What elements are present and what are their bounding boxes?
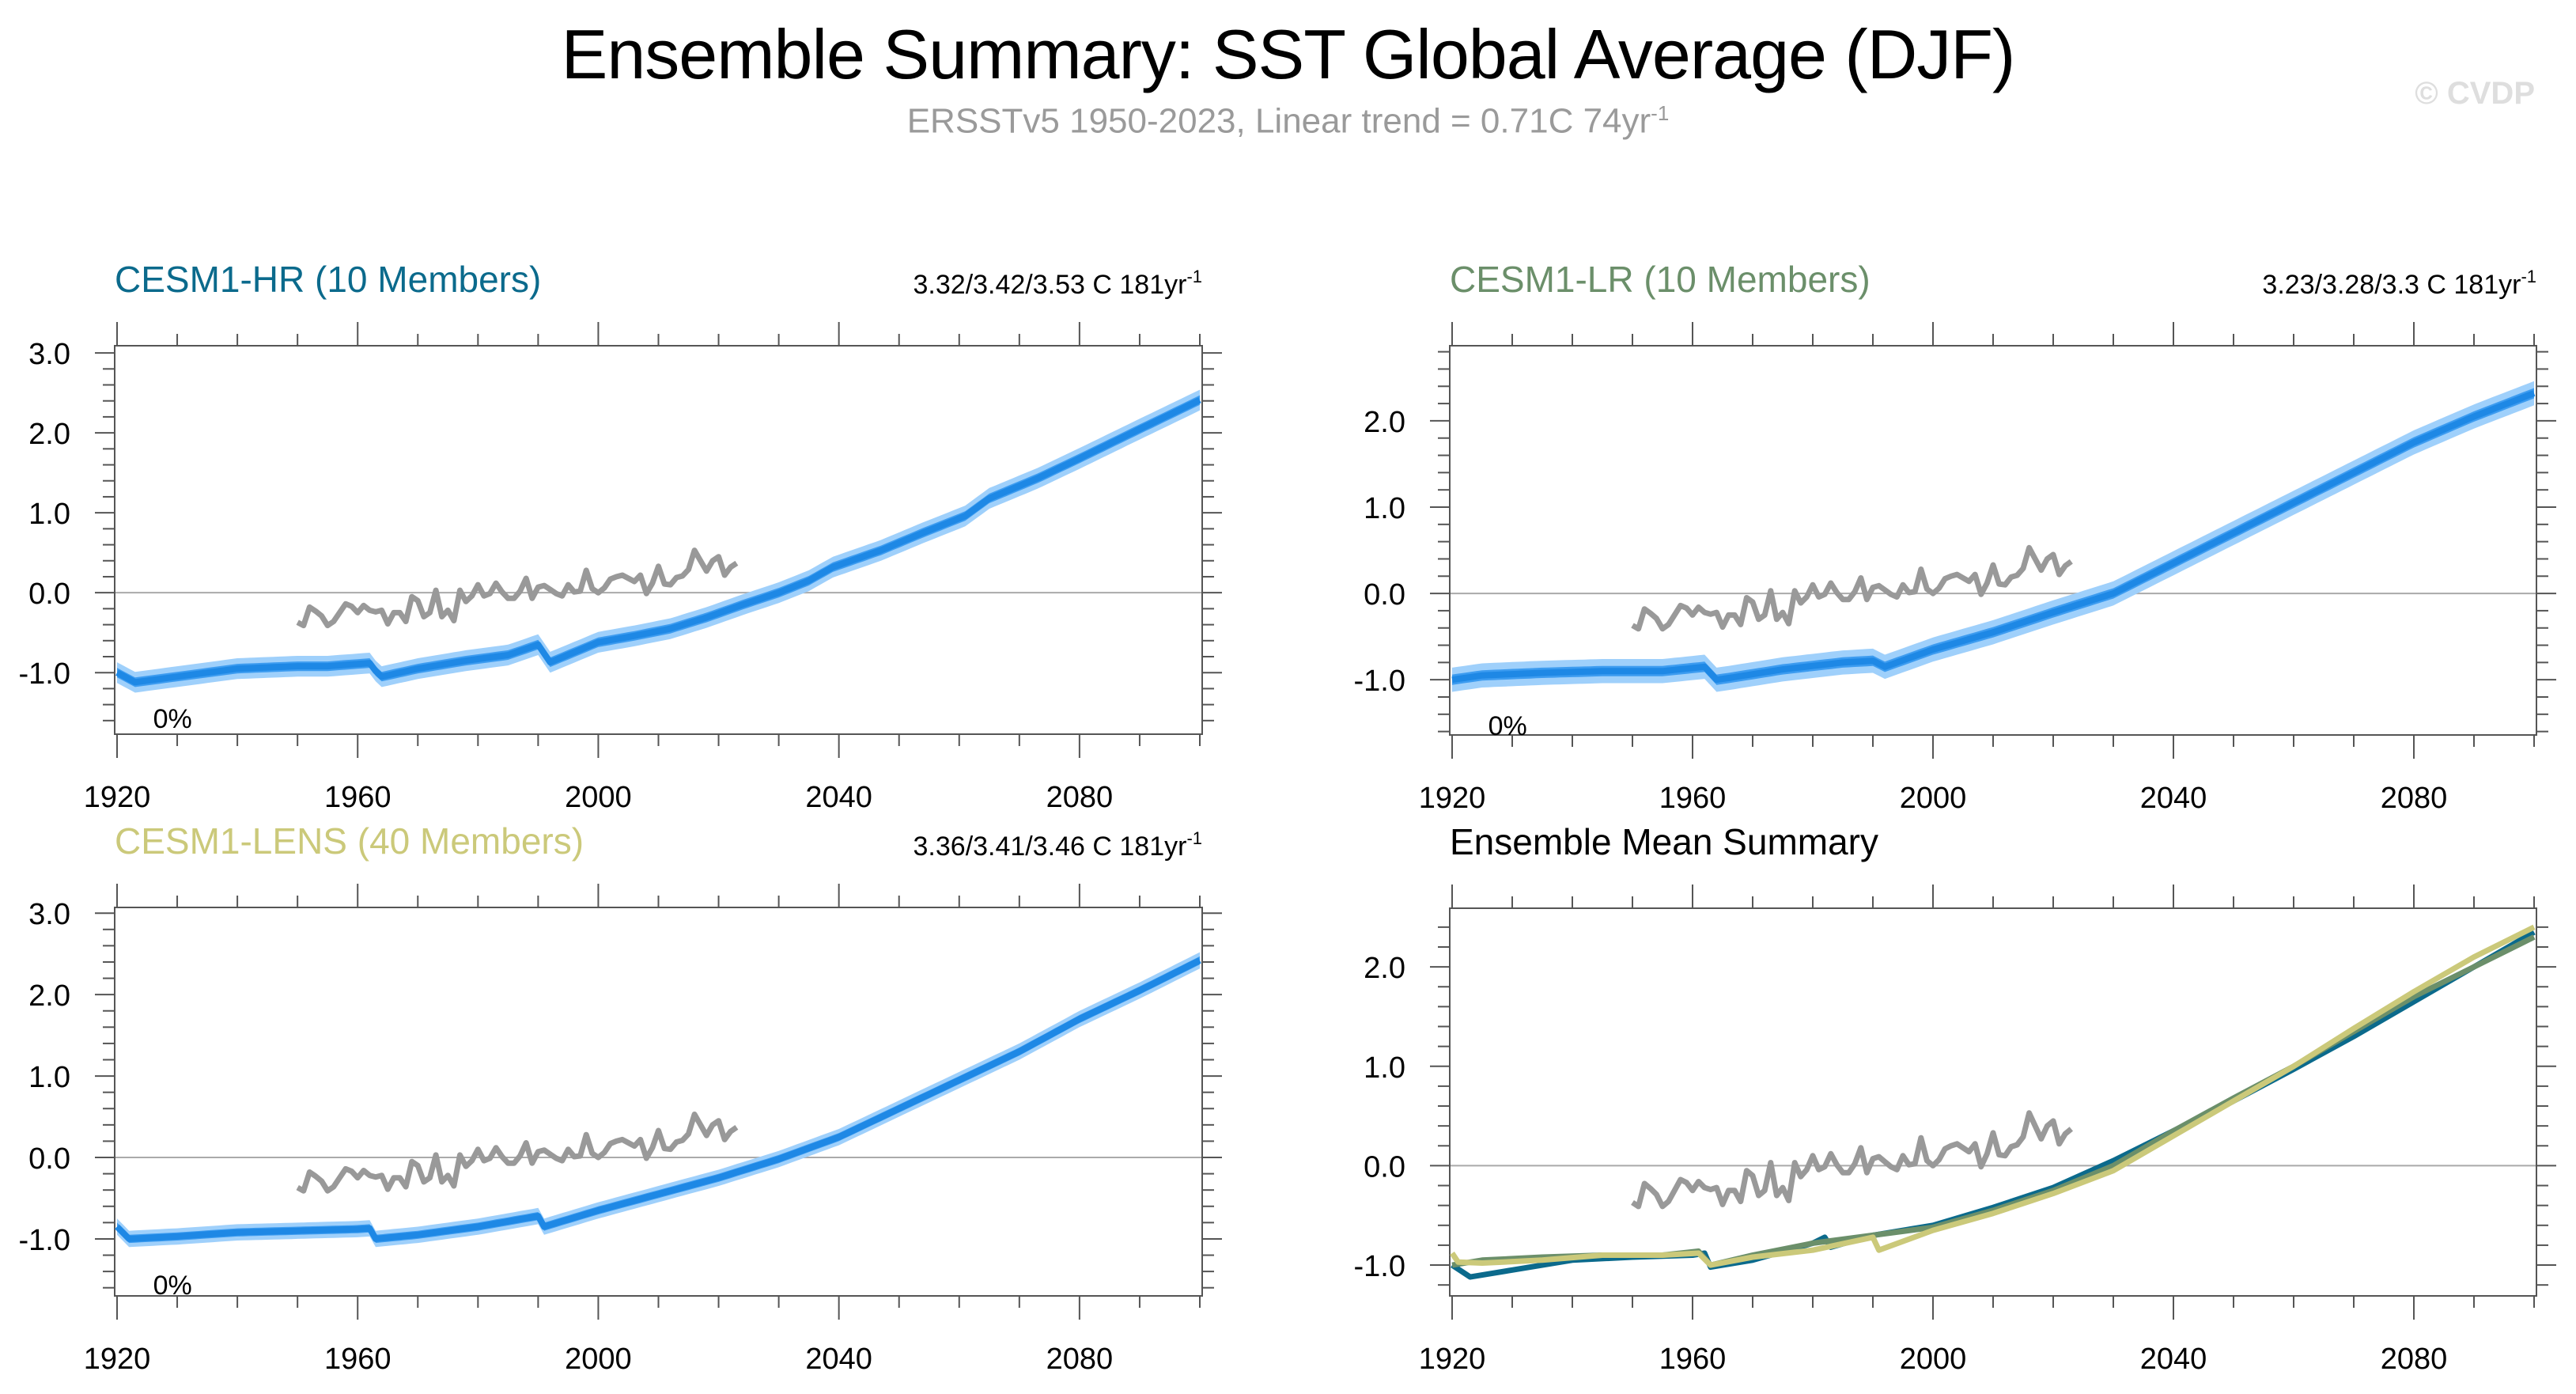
trend-annotation-superscript: -1 <box>1186 267 1202 286</box>
y-tick-label: 1.0 <box>28 498 70 531</box>
plot-frame <box>1449 907 2537 1297</box>
trend-annotation: 3.32/3.42/3.53 C 181yr-1 <box>914 267 1202 300</box>
observed-line <box>1631 544 2073 632</box>
panel-lr: CESM1-LR (10 Members) 3.23/3.28/3.3 C 181… <box>1354 259 2556 815</box>
ensemble-range-band <box>1452 381 2534 692</box>
observed-line <box>296 1112 739 1194</box>
percent-label: 0% <box>153 704 192 734</box>
y-tick-label: 3.0 <box>28 898 70 931</box>
subtitle-text: ERSSTv5 1950-2023, Linear trend = 0.71C … <box>906 101 1651 141</box>
panel-hr: CESM1-HR (10 Members) 3.32/3.42/3.53 C 18… <box>19 259 1222 814</box>
x-tick-label: 2040 <box>2140 782 2207 815</box>
x-tick-label: 2080 <box>1046 781 1114 814</box>
cvdp-watermark: © CVDP <box>2415 76 2535 111</box>
y-tick-label: 3.0 <box>28 338 70 371</box>
plot-frame <box>114 907 1203 1297</box>
y-tick-label: 2.0 <box>1364 952 1405 985</box>
observed-line <box>1631 1110 2074 1210</box>
ensemble-mean-line <box>115 397 1201 686</box>
y-tick-label: 2.0 <box>1364 406 1405 439</box>
subtitle-superscript: -1 <box>1651 101 1670 125</box>
panel-title: CESM1-HR (10 Members) <box>115 259 541 300</box>
ensemble-range-band <box>117 389 1200 693</box>
x-tick-label: 2080 <box>2381 1343 2448 1376</box>
x-tick-label: 2040 <box>2140 1343 2207 1376</box>
x-tick-label: 2080 <box>2381 782 2448 815</box>
trend-annotation-superscript: -1 <box>2521 267 2536 286</box>
ensemble-interquartile-band <box>117 395 1200 688</box>
figure-title: Ensemble Summary: SST Global Average (DJ… <box>561 15 2016 93</box>
x-tick-label: 2040 <box>805 781 872 814</box>
y-tick-label: 1.0 <box>1364 492 1405 525</box>
panel-lens: CESM1-LENS (40 Members) 3.36/3.41/3.46 C … <box>19 820 1222 1376</box>
plot-frame <box>1449 345 2537 736</box>
trend-annotation-text: 3.23/3.28/3.3 C 181yr <box>2262 270 2521 300</box>
x-tick-label: 2000 <box>1900 1343 1967 1376</box>
series-line-lens <box>1450 924 2536 1268</box>
ensemble-mean-line <box>115 957 1201 1242</box>
percent-label: 0% <box>153 1271 192 1301</box>
x-tick-label: 2080 <box>1046 1343 1114 1376</box>
x-tick-label: 2040 <box>805 1343 872 1376</box>
x-tick-label: 1920 <box>1419 782 1486 815</box>
trend-annotation: 3.36/3.41/3.46 C 181yr-1 <box>914 828 1202 862</box>
panel-title: Ensemble Mean Summary <box>1450 821 1878 862</box>
trend-annotation-superscript: -1 <box>1186 828 1202 848</box>
trend-annotation: 3.23/3.28/3.3 C 181yr-1 <box>2262 267 2536 300</box>
observed-line <box>296 547 739 629</box>
panel-title: CESM1-LENS (40 Members) <box>115 820 584 862</box>
ensemble-range-band <box>117 952 1200 1248</box>
x-tick-label: 1960 <box>1659 1343 1727 1376</box>
y-tick-label: -1.0 <box>19 1224 70 1257</box>
y-tick-label: -1.0 <box>19 657 70 691</box>
y-tick-label: 2.0 <box>28 979 70 1013</box>
x-tick-label: 1920 <box>84 1343 151 1376</box>
y-tick-label: 0.0 <box>28 578 70 611</box>
panel-summary: Ensemble Mean Summary 1920 1960 2000 2040 208… <box>1354 821 2556 1376</box>
percent-label: 0% <box>1488 711 1527 741</box>
x-tick-label: 2000 <box>1900 782 1967 815</box>
x-tick-label: 1960 <box>324 781 392 814</box>
y-tick-label: 0.0 <box>28 1142 70 1176</box>
trend-annotation-text: 3.32/3.42/3.53 C 181yr <box>914 270 1187 300</box>
panel-title: CESM1-LR (10 Members) <box>1450 259 1871 300</box>
y-tick-label: 1.0 <box>28 1061 70 1094</box>
y-tick-label: -1.0 <box>1354 1250 1405 1283</box>
x-tick-label: 1960 <box>1659 782 1727 815</box>
plot-frame <box>114 345 1203 735</box>
trend-annotation-text: 3.36/3.41/3.46 C 181yr <box>914 831 1187 862</box>
y-tick-label: 1.0 <box>1364 1051 1405 1085</box>
x-tick-label: 2000 <box>565 1343 632 1376</box>
figure-subtitle: ERSSTv5 1950-2023, Linear trend = 0.71C … <box>0 101 2576 142</box>
y-tick-label: 2.0 <box>28 418 70 451</box>
x-tick-label: 2000 <box>565 781 632 814</box>
x-tick-label: 1920 <box>84 781 151 814</box>
y-tick-label: 0.0 <box>1364 578 1405 612</box>
series-line-hr <box>1451 930 2536 1280</box>
y-tick-label: 0.0 <box>1364 1150 1405 1184</box>
x-tick-label: 1920 <box>1419 1343 1486 1376</box>
ensemble-mean-line <box>1451 390 2536 684</box>
y-tick-label: -1.0 <box>1354 665 1405 698</box>
x-tick-label: 1960 <box>324 1343 392 1376</box>
